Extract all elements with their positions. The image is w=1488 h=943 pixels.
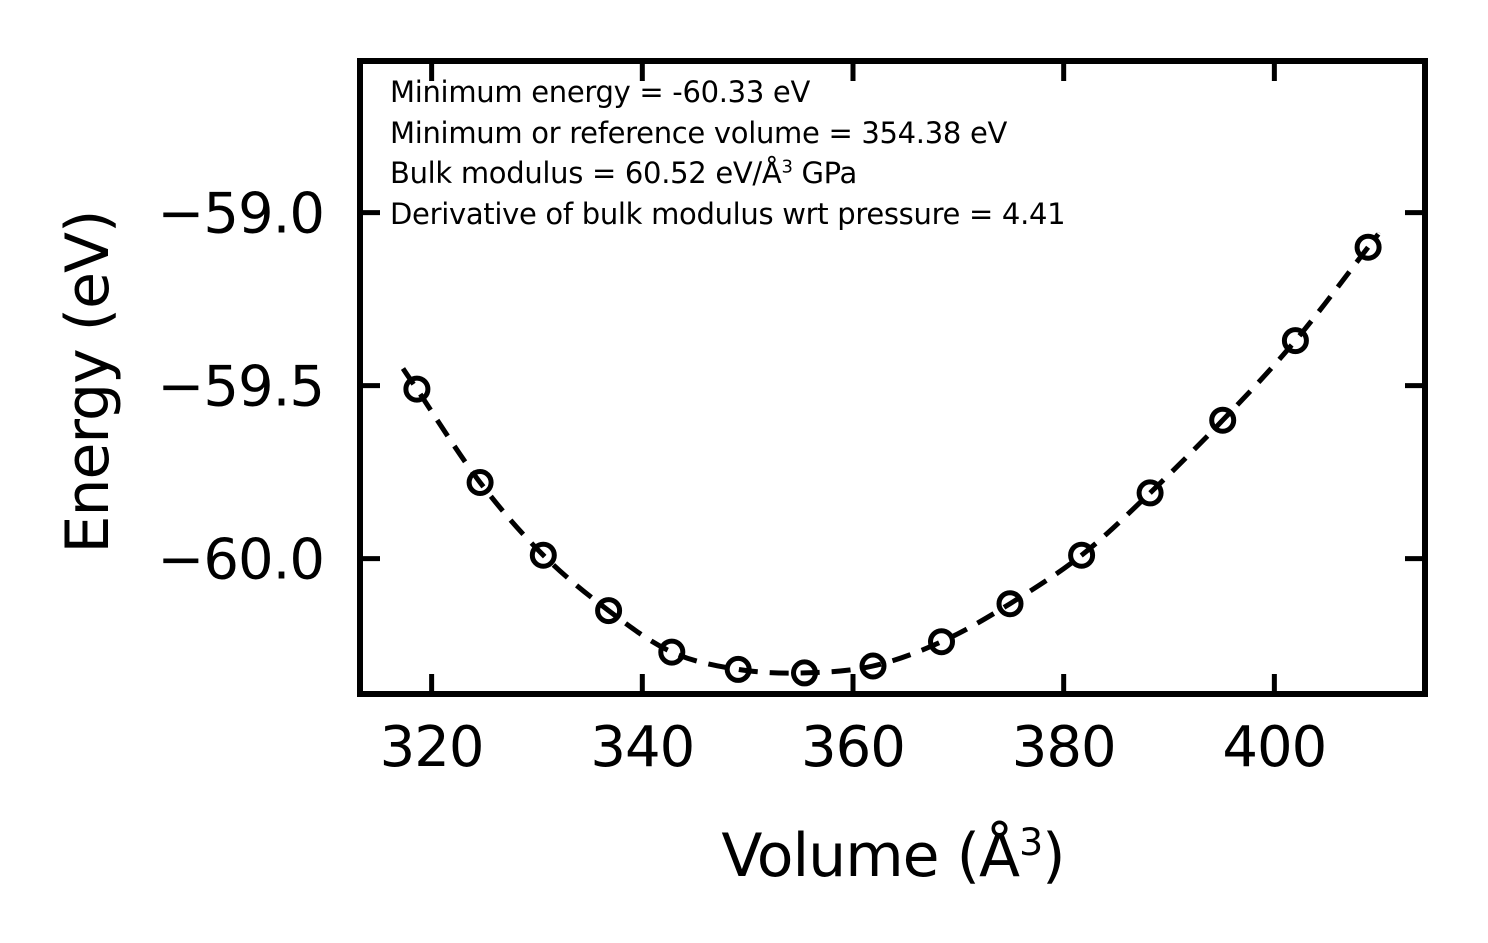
data-point-marker [996,590,1024,618]
y-tick-label: −59.5 [157,355,324,420]
data-point-marker [1354,233,1382,261]
data-point-marker [1209,406,1237,434]
y-tick-label: −60.0 [157,528,324,593]
annotation-bulk-modulus-derivative: Derivative of bulk modulus wrt pressure … [390,196,1066,231]
data-point-marker [466,469,494,496]
data-point-marker [658,638,686,666]
x-tick-label: 380 [1012,715,1116,780]
fit-curve-dashed-line [400,232,1381,676]
annotation-reference-volume: Minimum or reference volume = 354.38 eV [390,115,1008,150]
superscript-3: 3 [781,156,793,178]
data-point-marker [595,597,623,625]
y-axis-label: Energy (eV) [53,210,123,554]
x-tick-label: 340 [590,715,694,780]
plot-frame [357,58,1428,697]
fit-results-annotation: Minimum energy = -60.33 eV Minimum or re… [390,72,1066,234]
data-point-marker [928,628,955,656]
x-tick-label: 360 [801,715,905,780]
data-point-marker [791,659,818,687]
x-tick-label: 320 [380,715,484,780]
data-point-marker [529,541,557,569]
data-point-marker [1068,541,1096,569]
y-tick-label: −59.0 [157,182,324,247]
x-axis-label: Volume (Å3) [721,820,1065,891]
x-tick-label: 400 [1222,715,1326,780]
data-point-marker [1136,479,1164,507]
data-point-marker [403,375,431,403]
annotation-bulk-modulus: Bulk modulus = 60.52 eV/Å3 GPa [390,156,858,190]
annotation-minimum-energy: Minimum energy = -60.33 eV [390,75,810,109]
data-point-marker [724,655,752,683]
data-point-marker [1281,327,1309,355]
data-point-marker [859,652,887,680]
superscript-3: 3 [1019,820,1043,864]
